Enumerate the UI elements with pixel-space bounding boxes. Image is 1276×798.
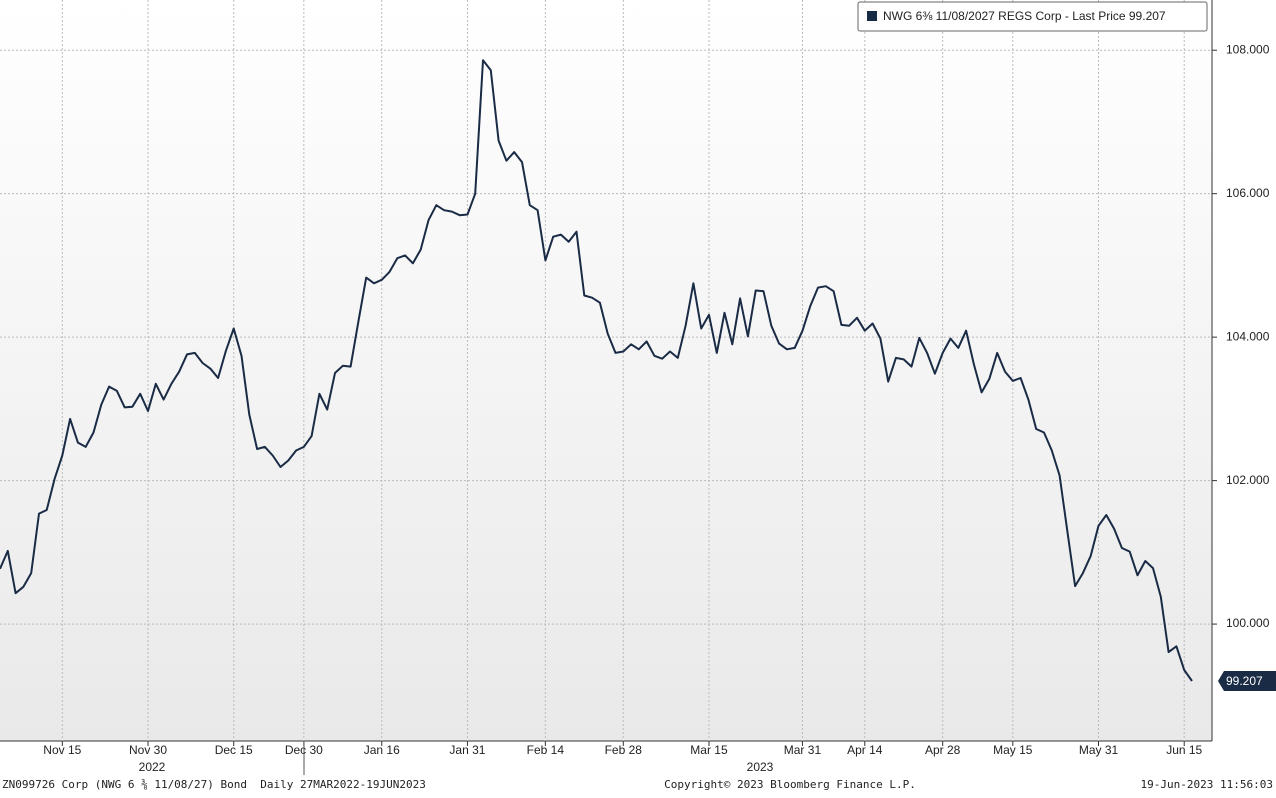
legend-label: NWG 6⅜ 11/08/2027 REGS Corp - Last Price…	[883, 9, 1166, 23]
y-tick-label: 104.000	[1226, 329, 1270, 343]
y-tick-label: 102.000	[1226, 473, 1270, 487]
price-line	[0, 59, 1193, 682]
y-tick-label: 108.000	[1226, 42, 1270, 56]
x-tick-label: Mar 15	[690, 743, 728, 757]
year-label: 2023	[747, 760, 774, 774]
x-tick-label: Apr 14	[847, 743, 883, 757]
plot-background	[0, 0, 1212, 741]
y-tick-label: 106.000	[1226, 186, 1270, 200]
x-tick-label: Feb 14	[527, 743, 565, 757]
x-tick-label: May 15	[993, 743, 1033, 757]
x-tick-label: Mar 31	[784, 743, 822, 757]
x-tick-label: Nov 30	[129, 743, 167, 757]
y-tick-label: 100.000	[1226, 616, 1270, 630]
legend: NWG 6⅜ 11/08/2027 REGS Corp - Last Price…	[857, 1, 1208, 32]
legend-box	[857, 1, 1208, 32]
footer-left: ZN099726 Corp (NWG 6 ⅜ 11/08/27) Bond Da…	[2, 778, 426, 791]
last-price-label: 99.207	[1226, 674, 1263, 688]
footer-right: 19-Jun-2023 11:56:03	[1141, 778, 1273, 791]
x-tick-label: Dec 15	[215, 743, 253, 757]
footer-center: Copyright© 2023 Bloomberg Finance L.P.	[664, 778, 916, 791]
x-tick-label: Jan 31	[449, 743, 485, 757]
x-tick-label: Apr 28	[925, 743, 961, 757]
x-tick-label: May 31	[1079, 743, 1119, 757]
last-price-box	[1218, 670, 1276, 691]
x-tick-label: Nov 15	[43, 743, 81, 757]
x-tick-label: Jan 16	[364, 743, 400, 757]
year-label: 2022	[139, 760, 166, 774]
x-tick-label: Jun 15	[1166, 743, 1202, 757]
x-tick-label: Feb 28	[605, 743, 643, 757]
legend-swatch	[867, 11, 877, 21]
